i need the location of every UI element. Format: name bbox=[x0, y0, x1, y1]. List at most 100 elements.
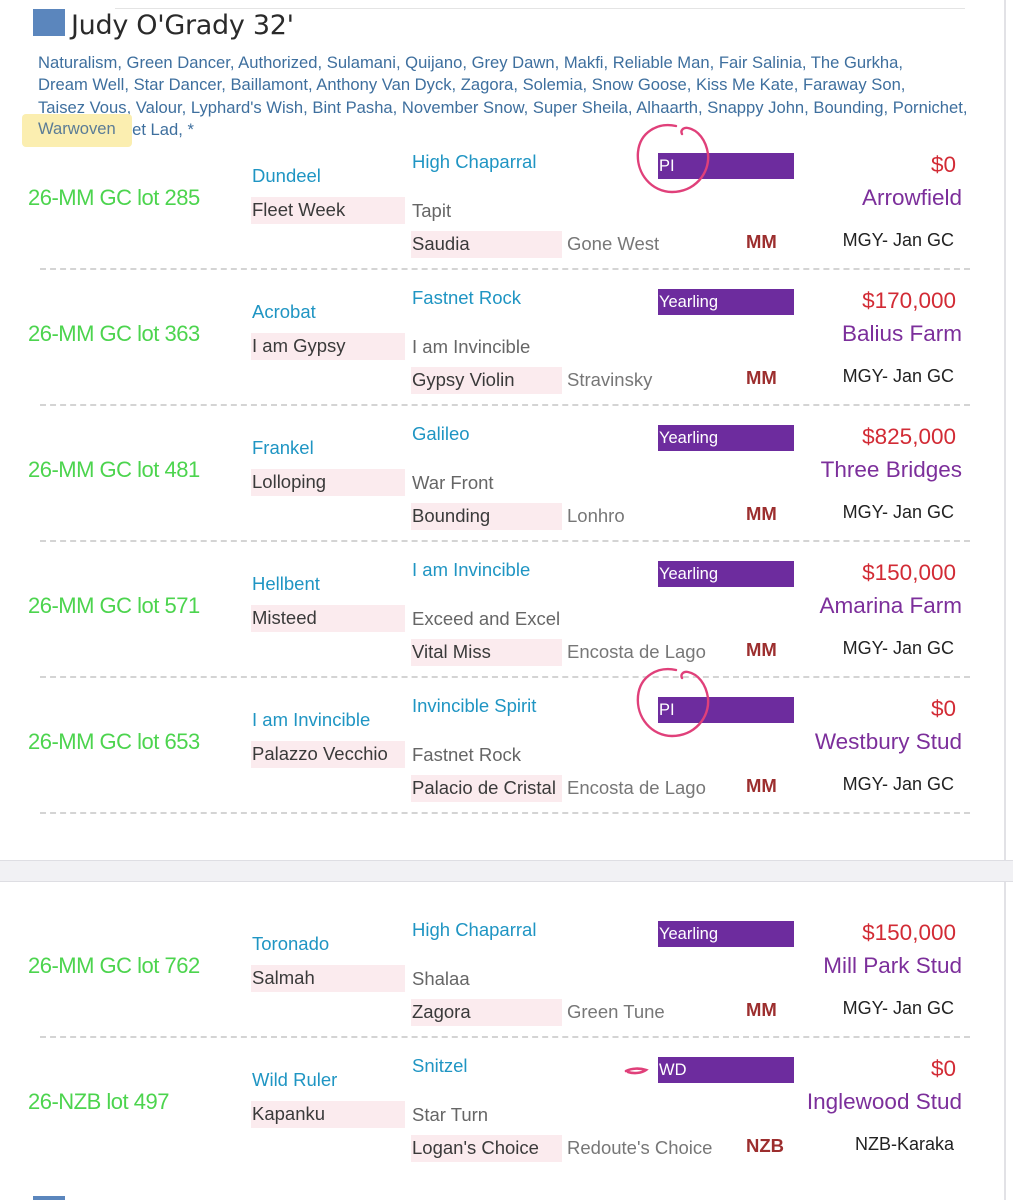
lot-row: Snitzel Wild Ruler 26-NZB lot 497 Kapanku St… bbox=[0, 1054, 1006, 1189]
grandsire-name: High Chaparral bbox=[412, 919, 537, 940]
mare-color-square bbox=[33, 9, 65, 36]
sire-list-item: Authorized bbox=[238, 53, 318, 72]
sale-venue: MGY- Jan GC bbox=[842, 366, 954, 386]
damsire-name: Tapit bbox=[412, 200, 452, 221]
lot-label[interactable]: 26-MM GC lot 481 bbox=[28, 457, 200, 482]
sire-list-item: Reliable Man bbox=[612, 53, 710, 72]
status-badge: Yearling bbox=[658, 921, 794, 947]
dam-name: I am Gypsy bbox=[251, 333, 405, 360]
sire-list-item: Fair Salinia bbox=[718, 53, 802, 72]
status-badge: WD bbox=[658, 1057, 794, 1083]
granddam-name: Gypsy Violin bbox=[411, 367, 562, 394]
sale-price: $150,000 bbox=[862, 560, 956, 585]
granddam-sire-name: Stravinsky bbox=[567, 369, 653, 390]
highlighted-sire: Warwoven bbox=[22, 114, 132, 147]
sale-price: $825,000 bbox=[862, 424, 956, 449]
lot-label[interactable]: 26-MM GC lot 571 bbox=[28, 593, 200, 618]
dam-name: Misteed bbox=[251, 605, 405, 632]
damsire-name: War Front bbox=[412, 472, 494, 493]
sire-name: Frankel bbox=[252, 437, 314, 458]
buyer-name: Inglewood Stud bbox=[806, 1089, 962, 1114]
damsire-name: Fastnet Rock bbox=[412, 744, 521, 765]
damsire-name: Exceed and Excel bbox=[412, 608, 561, 629]
row-separator bbox=[40, 1036, 970, 1038]
sire-list-item: The Gurkha bbox=[810, 53, 899, 72]
dam-name: Palazzo Vecchio bbox=[251, 741, 405, 768]
lot-label[interactable]: 26-NZB lot 497 bbox=[28, 1089, 169, 1114]
granddam-sire-name: Encosta de Lago bbox=[567, 641, 706, 662]
sire-name: I am Invincible bbox=[252, 709, 371, 730]
lot-row: High Chaparral Dundeel 26-MM GC lot 285 Fle… bbox=[0, 123, 1006, 285]
sale-code: MM bbox=[746, 999, 777, 1020]
sire-list-item: Valour bbox=[135, 97, 182, 117]
dash-annotation-icon bbox=[624, 1067, 649, 1075]
sale-venue: MGY- Jan GC bbox=[842, 998, 954, 1018]
dam-name: Kapanku bbox=[251, 1101, 405, 1128]
granddam-sire-name: Green Tune bbox=[567, 1001, 665, 1022]
next-card-square bbox=[33, 1196, 65, 1200]
sire-list-item: Bounding bbox=[813, 97, 884, 117]
sale-venue: MGY- Jan GC bbox=[842, 502, 954, 522]
sire-name: Wild Ruler bbox=[252, 1069, 338, 1090]
lot-row: Invincible Spirit I am Invincible 26-MM GC… bbox=[0, 667, 1006, 829]
sale-venue: MGY- Jan GC bbox=[842, 774, 954, 794]
damsire-name: Shalaa bbox=[412, 968, 470, 989]
mare-title: Judy O'Grady 32' bbox=[71, 10, 294, 41]
buyer-name: Three Bridges bbox=[820, 457, 962, 482]
sale-price: $0 bbox=[930, 152, 956, 177]
row-separator bbox=[40, 676, 970, 678]
lot-label[interactable]: 26-MM GC lot 285 bbox=[28, 185, 200, 210]
grandsire-name: Galileo bbox=[412, 423, 470, 444]
dam-name: Fleet Week bbox=[251, 197, 405, 224]
status-badge: PI bbox=[658, 153, 794, 179]
sire-list-item: Green Dancer bbox=[126, 53, 230, 72]
sire-name: Hellbent bbox=[252, 573, 320, 594]
damsire-name: Star Turn bbox=[412, 1104, 489, 1125]
sale-code: MM bbox=[746, 503, 777, 524]
lot-row: Fastnet Rock Acrobat 26-MM GC lot 363 I am … bbox=[0, 286, 1006, 421]
sire-name: Dundeel bbox=[252, 165, 321, 186]
sire-list-item: Quijano bbox=[405, 53, 463, 72]
sale-price: $150,000 bbox=[862, 920, 956, 945]
sire-list-item: Faraway Son bbox=[803, 75, 901, 95]
buyer-name: Mill Park Stud bbox=[823, 953, 962, 978]
row-separator bbox=[40, 540, 970, 542]
status-badge: Yearling bbox=[658, 561, 794, 587]
sale-code: NZB bbox=[746, 1135, 785, 1156]
grandsire-name: Invincible Spirit bbox=[412, 695, 537, 716]
sire-list-item: Solemia bbox=[522, 75, 583, 95]
granddam-name: Palacio de Cristal bbox=[411, 775, 562, 802]
header-rule bbox=[115, 8, 965, 9]
lot-label[interactable]: 26-MM GC lot 653 bbox=[28, 729, 200, 754]
granddam-sire-name: Encosta de Lago bbox=[567, 777, 706, 798]
sale-venue: NZB-Karaka bbox=[854, 1134, 954, 1154]
granddam-name: Saudia bbox=[411, 231, 562, 258]
sire-list-item: Lyphard's Wish bbox=[190, 97, 304, 117]
dam-name: Lolloping bbox=[251, 469, 405, 496]
granddam-sire-name: Lonhro bbox=[567, 505, 625, 526]
lot-label[interactable]: 26-MM GC lot 762 bbox=[28, 953, 200, 978]
sire-name: Acrobat bbox=[252, 301, 316, 322]
sale-code: MM bbox=[746, 367, 777, 388]
results-card-1: Judy O'Grady 32' Naturalism, Green Dance… bbox=[22, 0, 1006, 860]
sire-name: Toronado bbox=[252, 933, 330, 954]
sire-list-item: Star Dancer bbox=[133, 75, 222, 95]
lot-row: Galileo Frankel 26-MM GC lot 481 Lolloping W… bbox=[0, 422, 1006, 557]
sire-list-item: Kiss Me Kate bbox=[696, 75, 794, 95]
row-separator bbox=[40, 268, 970, 270]
sale-code: MM bbox=[746, 639, 777, 660]
granddam-name: Vital Miss bbox=[411, 639, 562, 666]
card-divider bbox=[0, 860, 1013, 882]
buyer-name: Balius Farm bbox=[841, 321, 962, 346]
buyer-name: Amarina Farm bbox=[819, 593, 962, 618]
lot-label[interactable]: 26-MM GC lot 363 bbox=[28, 321, 200, 346]
sire-list-item: Taisez Vous bbox=[38, 97, 127, 117]
sire-list-item: Anthony Van Dyck bbox=[316, 75, 452, 95]
row-separator bbox=[40, 812, 970, 814]
status-badge: Yearling bbox=[658, 425, 794, 451]
sire-list-item: Snow Goose bbox=[591, 75, 687, 95]
damsire-name: I am Invincible bbox=[412, 336, 531, 357]
sire-list-item: Super Sheila bbox=[532, 97, 628, 117]
sire-list-item: Sulamani bbox=[326, 53, 396, 72]
